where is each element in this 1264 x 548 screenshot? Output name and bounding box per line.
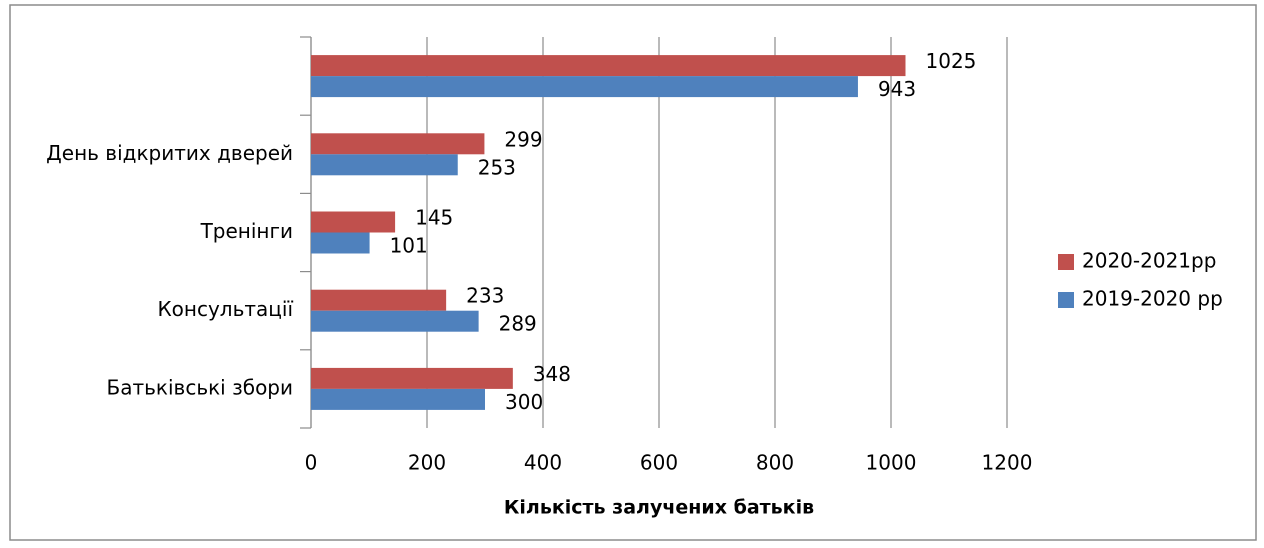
y-tick-label: День відкритих дверей (46, 141, 293, 165)
y-tick-label: Тренінги (200, 219, 293, 243)
data-label: 348 (533, 362, 571, 386)
legend-label: 2019-2020 рр (1082, 287, 1223, 311)
data-label: 299 (504, 127, 542, 151)
legend-swatch (1058, 254, 1074, 270)
x-tick-label: 800 (756, 451, 794, 475)
data-label: 253 (478, 155, 516, 179)
x-tick-label: 1200 (982, 451, 1033, 475)
bar (311, 133, 485, 155)
x-axis-title: Кількість залучених батьків (504, 497, 814, 519)
x-tick-label: 0 (305, 451, 318, 475)
bar (311, 289, 447, 311)
data-label: 101 (390, 234, 428, 258)
bar (311, 232, 370, 254)
legend-swatch (1058, 292, 1074, 308)
x-tick-label: 400 (524, 451, 562, 475)
bar (311, 76, 858, 98)
y-tick-label: Батьківські збори (106, 375, 293, 399)
bar (311, 211, 396, 233)
data-label: 1025 (926, 49, 977, 73)
bar (311, 388, 485, 410)
bar (311, 154, 458, 176)
data-label: 300 (505, 390, 543, 414)
data-label: 233 (466, 284, 504, 308)
x-tick-label: 200 (408, 451, 446, 475)
data-label: 289 (499, 312, 537, 336)
data-label: 145 (415, 206, 453, 230)
data-label: 943 (878, 77, 916, 101)
bar (311, 55, 906, 77)
legend-label: 2020-2021рр (1082, 249, 1216, 273)
bar (311, 367, 513, 389)
bar (311, 310, 479, 332)
x-tick-label: 1000 (866, 451, 917, 475)
x-tick-label: 600 (640, 451, 678, 475)
y-tick-label: Консультації (157, 297, 293, 321)
